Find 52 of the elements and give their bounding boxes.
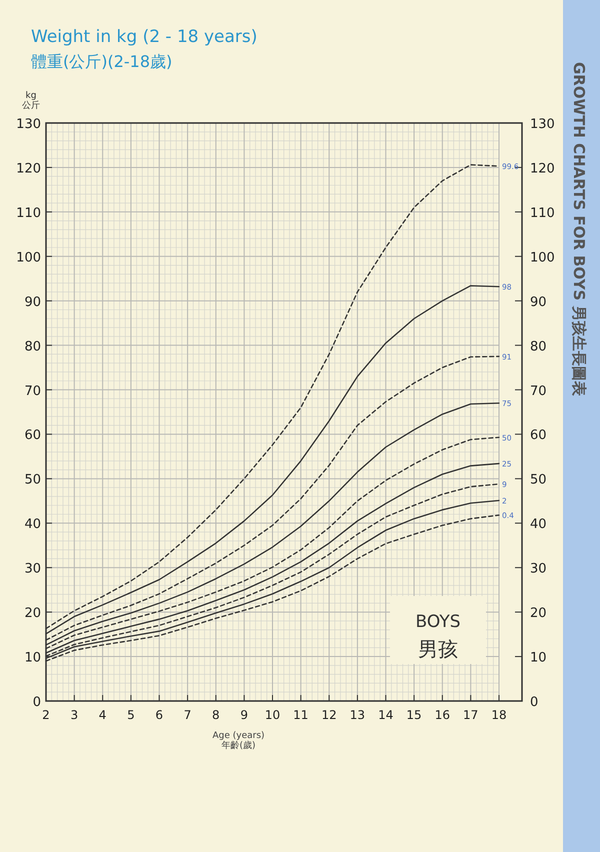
y2-tick-label: 90	[530, 294, 547, 310]
y2-tick-label: 100	[530, 250, 555, 266]
x-tick-label: 18	[491, 708, 507, 722]
x-tick-label: 7	[184, 708, 192, 722]
y-tick-label: 40	[24, 517, 41, 532]
chart-subtitle: 體重(公斤)(2-18歲)	[31, 52, 172, 71]
annotation: 男孩	[418, 637, 458, 661]
y2-tick-label: 120	[530, 161, 555, 176]
y-axis-title: kg 公斤	[22, 91, 40, 111]
x-axis-title: Age (years) 年齡(歲)	[212, 731, 265, 751]
annotation: BOYS	[416, 612, 460, 632]
y-tick-label: 20	[24, 606, 41, 622]
x-tick-label: 8	[212, 708, 220, 722]
y2-tick-label: 80	[530, 339, 547, 354]
x-tick-label: 5	[127, 708, 135, 722]
y2-tick-label: 30	[530, 562, 547, 577]
x-tick-label: 6	[155, 708, 164, 722]
x-tick-label: 3	[70, 708, 78, 722]
y-tick-label: 80	[24, 339, 41, 354]
y2-tick-label: 70	[530, 384, 547, 399]
x-tick-label: 9	[240, 708, 248, 722]
y-tick-label: 50	[24, 472, 41, 488]
y2-tick-label: 10	[530, 650, 547, 666]
x-tick-label: 14	[378, 708, 394, 722]
y-tick-label: 130	[16, 117, 41, 132]
x-tick-label: 10	[264, 708, 280, 722]
x-tick-label: 11	[293, 708, 308, 722]
y-tick-label: 0	[32, 695, 41, 710]
x-tick-label: 13	[350, 708, 366, 722]
x-tick-label: 16	[434, 708, 450, 722]
y2-tick-label: 130	[530, 117, 555, 132]
y2-tick-label: 60	[530, 428, 547, 444]
x-tick-label: 2	[42, 708, 50, 722]
y-tick-label: 30	[24, 562, 41, 577]
y-tick-label: 120	[16, 161, 41, 176]
y-tick-label: 110	[16, 206, 41, 221]
x-tick-label: 15	[406, 708, 422, 722]
x-tick-label: 17	[463, 708, 478, 722]
y2-tick-label: 0	[530, 695, 538, 710]
y-tick-label: 70	[24, 384, 41, 399]
text: GROWTH CHARTS FOR BOYS 男孩生長圖表	[570, 62, 588, 397]
x-tick-label: 4	[98, 708, 106, 722]
y2-tick-label: 50	[530, 472, 547, 488]
y-tick-label: 60	[24, 428, 41, 444]
chart-title: Weight in kg (2 - 18 years)	[31, 27, 258, 47]
y2-tick-label: 40	[530, 517, 547, 532]
y2-tick-label: 110	[530, 206, 555, 221]
y-tick-label: 10	[24, 650, 41, 666]
y2-tick-label: 20	[530, 606, 547, 622]
y-tick-label: 100	[16, 250, 41, 266]
y-tick-label: 90	[24, 294, 41, 310]
x-tick-label: 12	[321, 708, 337, 722]
